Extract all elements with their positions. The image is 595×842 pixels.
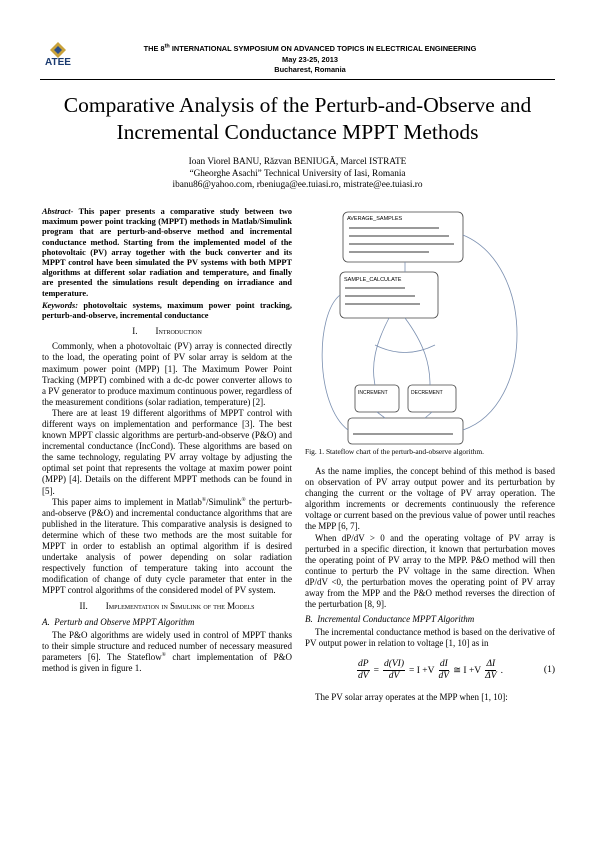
denominator: dV	[358, 671, 369, 681]
equation-text: ≅ I +V	[453, 665, 482, 676]
abstract-text: This paper presents a comparative study …	[42, 207, 292, 298]
header-text: INTERNATIONAL SYMPOSIUM ON ADVANCED TOPI…	[169, 44, 477, 53]
header-line: THE 8th INTERNATIONAL SYMPOSIUM ON ADVAN…	[60, 44, 560, 54]
paragraph: The PV solar array operates at the MPP w…	[315, 691, 508, 702]
sup: ®	[201, 496, 207, 503]
paragraph: When dP/dV > 0 and the operating voltage…	[305, 532, 555, 610]
subsection-title: Incremental Conductance MPPT Algorithm	[317, 614, 475, 625]
denominator: ΔV	[485, 671, 497, 681]
subsection-title: Perturb and Observe MPPT Algorithm	[54, 616, 195, 627]
keywords-label: Keywords:	[42, 300, 78, 310]
subsection-number: B.	[305, 614, 313, 625]
paragraph: The P&O algorithms are widely used in co…	[42, 630, 292, 674]
logo-text: ATEE	[45, 57, 71, 68]
section-title: Implementation in Simulink of the Models	[105, 601, 255, 612]
paragraph: This paper aims to implement in Matlab®/…	[42, 497, 292, 597]
sup: ®	[161, 651, 166, 658]
denominator: dV	[438, 671, 450, 681]
section-number: II.	[79, 601, 88, 612]
section-heading: II. Implementation in Simulink of the Mo…	[42, 601, 292, 612]
figure-caption: Fig. 1. Stateflow chart of the perturb-a…	[305, 447, 484, 456]
paragraph: Commonly, when a photovoltaic (PV) array…	[42, 341, 292, 407]
denominator: dV	[388, 671, 400, 681]
author-names: Ioan Viorel BANU, Răzvan BENIUGĂ, Marcel…	[188, 157, 407, 167]
keywords: Keywords: photovoltaic systems, maximum …	[42, 301, 292, 321]
header-date: May 23-25, 2013	[282, 55, 338, 64]
paragraph: There are at least 19 different algorith…	[42, 407, 292, 496]
text: /Simulink	[206, 496, 242, 507]
fraction: d(VI) dV	[382, 659, 406, 682]
header-rule	[40, 79, 555, 80]
subsection-heading: B. Incremental Conductance MPPT Algorith…	[305, 614, 555, 625]
authors: Ioan Viorel BANU, Răzvan BENIUGĂ, Marcel…	[50, 157, 545, 192]
node-label: INCREMENT	[358, 390, 388, 396]
numerator: ΔI	[485, 659, 497, 671]
equation-number: (1)	[543, 664, 555, 675]
abstract-label: Abstract-	[42, 207, 74, 216]
equation-body: dP dV = d(VI) dV = I +V dI dV ≅ I +V ΔI ΔV.	[355, 659, 505, 682]
fraction: dI dV	[439, 659, 450, 682]
header-place: Bucharest, Romania	[274, 65, 346, 74]
header-text: THE 8	[143, 44, 165, 53]
node-label: SAMPLE_CALCULATE	[344, 277, 402, 283]
node-label: AVERAGE_SAMPLES	[347, 216, 403, 222]
text: This paper aims to implement in Matlab	[52, 496, 202, 507]
abstract: Abstract- This paper presents a comparat…	[42, 207, 292, 299]
text: The P&O algorithms are widely used in co…	[42, 629, 292, 662]
numerator: d(VI)	[382, 659, 406, 671]
left-column: Abstract- This paper presents a comparat…	[42, 207, 292, 674]
section-heading: I. Introduction	[42, 326, 292, 337]
text: the perturb-and-observe (P&O) and increm…	[42, 496, 292, 596]
subsection-heading: A. Perturb and Observe MPPT Algorithm	[42, 617, 292, 628]
logo-icon	[50, 42, 66, 58]
equation-text: .	[500, 665, 503, 676]
logo: ATEE	[40, 40, 76, 70]
sup: ®	[241, 496, 246, 503]
node-label: DECREMENT	[411, 390, 443, 396]
equation: dP dV = d(VI) dV = I +V dI dV ≅ I +V ΔI ΔV. (1)	[305, 650, 555, 692]
text: chart implementation of P&O method is gi…	[42, 651, 293, 673]
right-column: Fig. 1. Stateflow chart of the perturb-a…	[305, 447, 555, 703]
section-number: I.	[132, 326, 138, 337]
figure: AVERAGE_SAMPLES SAMPLE_CALCULATE INCREME…	[321, 211, 518, 445]
numerator: dP	[357, 659, 370, 671]
section-title: Introduction	[155, 326, 202, 337]
paragraph: The incremental conductance method is ba…	[305, 627, 555, 649]
equation-text: =	[373, 665, 379, 676]
emails: ibanu86@yahoo.com, rbeniuga@ee.tuiasi.ro…	[172, 180, 423, 190]
header-sup: th	[164, 43, 170, 50]
paragraph: As the name implies, the concept behind …	[305, 466, 555, 532]
fraction: dP dV	[357, 659, 370, 682]
paper-title: Comparative Analysis of the Perturb-and-…	[63, 93, 532, 144]
numerator: dI	[438, 659, 449, 671]
affiliation: “Gheorghe Asachi” Technical University o…	[189, 168, 406, 179]
keywords-text: photovoltaic systems, maximum power poin…	[42, 300, 292, 321]
equation-text: = I +V	[409, 665, 435, 676]
fraction: ΔI ΔV	[485, 659, 496, 682]
subsection-number: A.	[42, 616, 50, 627]
